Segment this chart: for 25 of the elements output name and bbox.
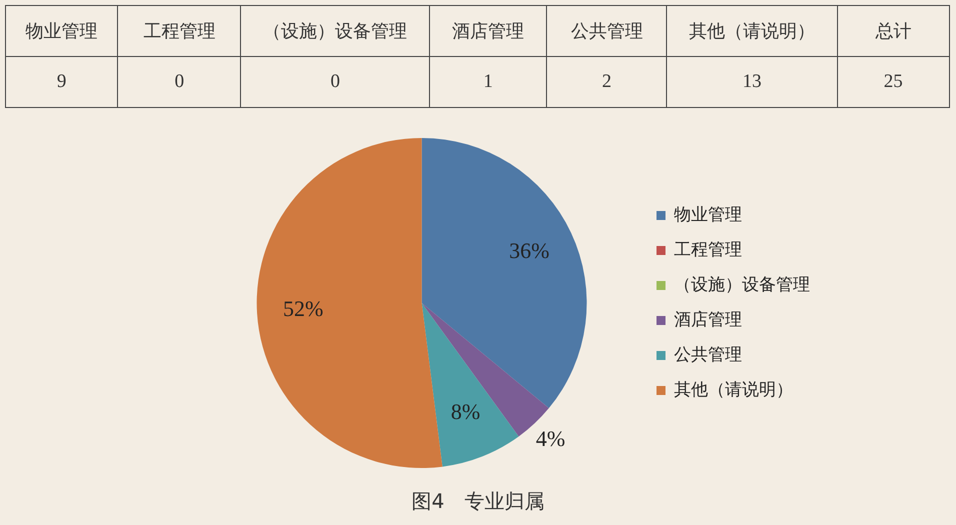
category-label: 其他（请说明）	[666, 6, 838, 56]
legend-label: 物业管理	[674, 204, 742, 225]
data-label: 13	[666, 56, 838, 108]
category-label: 总计	[837, 6, 950, 56]
data-label: 4%	[536, 426, 566, 451]
category-label: 工程管理	[118, 6, 241, 56]
data-label: 2	[546, 56, 667, 108]
legend-label: （设施）设备管理	[674, 274, 810, 295]
data-label: 0	[118, 56, 241, 108]
data-label: 52%	[283, 296, 324, 322]
data-label: 36%	[509, 238, 550, 264]
text: 图4 专业归属	[410, 488, 546, 515]
category-label: 物业管理	[6, 6, 118, 56]
category-label: 酒店管理	[430, 6, 547, 56]
data-label: 8%	[450, 399, 480, 424]
legend-label: 酒店管理	[674, 310, 742, 330]
category-label: 公共管理	[546, 6, 667, 56]
data-label: 9	[6, 56, 118, 108]
category-label: （设施）设备管理	[240, 6, 430, 56]
legend-label: 公共管理	[674, 344, 742, 365]
legend-label: 工程管理	[674, 240, 742, 260]
legend-label: 其他（请说明）	[674, 380, 793, 400]
data-label: 1	[430, 56, 547, 108]
data-label: 0	[240, 56, 430, 108]
data-label: 25	[837, 56, 950, 108]
